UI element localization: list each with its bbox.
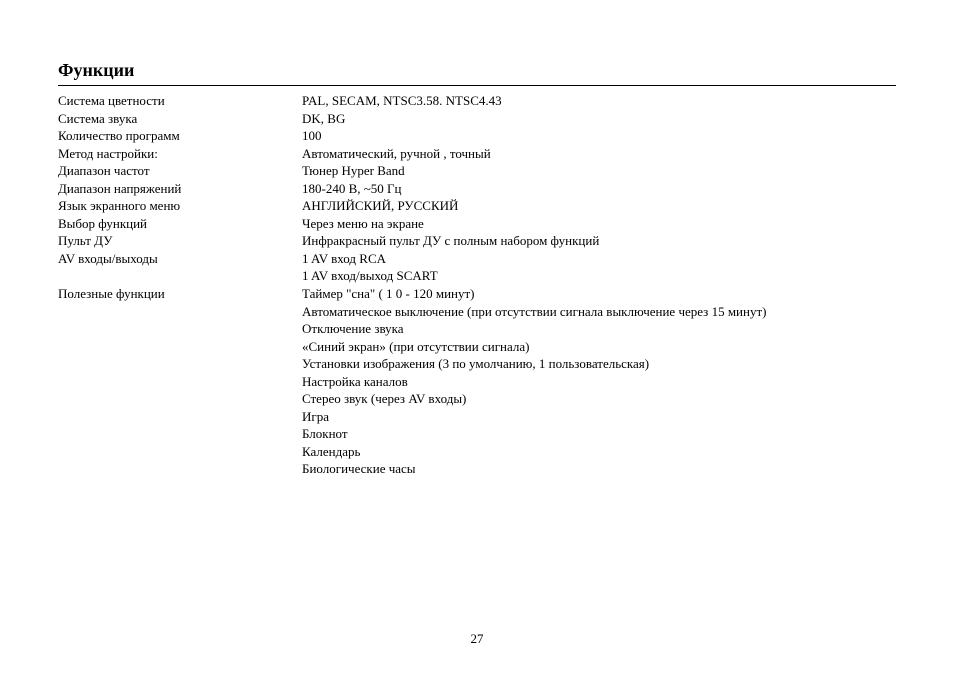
spec-value: Блокнот: [302, 425, 896, 443]
spec-table: Система цветностиPAL, SECAM, NTSC3.58. N…: [58, 92, 896, 478]
spec-row: Стерео звук (через AV входы): [58, 390, 896, 408]
spec-value: Настройка каналов: [302, 373, 896, 391]
spec-row: Биологические часы: [58, 460, 896, 478]
spec-value: Автоматический, ручной , точный: [302, 145, 896, 163]
spec-value: Тюнер Hyper Band: [302, 162, 896, 180]
spec-row: Выбор функцийЧерез меню на экране: [58, 215, 896, 233]
page-content: Функции Система цветностиPAL, SECAM, NTS…: [0, 0, 954, 478]
spec-row: Блокнот: [58, 425, 896, 443]
spec-label: [58, 373, 302, 391]
spec-label: Количество программ: [58, 127, 302, 145]
spec-row: Диапазон напряжений180-240 В, ~50 Гц: [58, 180, 896, 198]
spec-row: Установки изображения (3 по умолчанию, 1…: [58, 355, 896, 373]
spec-value: Автоматическое выключение (при отсутстви…: [302, 303, 896, 321]
spec-label: Язык экранного меню: [58, 197, 302, 215]
spec-label: [58, 267, 302, 285]
spec-row: Отключение звука: [58, 320, 896, 338]
spec-row: Автоматическое выключение (при отсутстви…: [58, 303, 896, 321]
spec-label: Полезные функции: [58, 285, 302, 303]
spec-label: [58, 443, 302, 461]
title-rule: [58, 85, 896, 86]
spec-value: Биологические часы: [302, 460, 896, 478]
spec-label: [58, 303, 302, 321]
spec-row: Календарь: [58, 443, 896, 461]
spec-value: Инфракрасный пульт ДУ с полным набором ф…: [302, 232, 896, 250]
section-title: Функции: [58, 60, 896, 81]
spec-row: Метод настройки:Автоматический, ручной ,…: [58, 145, 896, 163]
spec-value: Игра: [302, 408, 896, 426]
spec-row: Система звукаDK, BG: [58, 110, 896, 128]
spec-row: Система цветностиPAL, SECAM, NTSC3.58. N…: [58, 92, 896, 110]
spec-value: PAL, SECAM, NTSC3.58. NTSC4.43: [302, 92, 896, 110]
spec-row: Игра: [58, 408, 896, 426]
spec-row: Язык экранного менюАНГЛИЙСКИЙ, РУССКИЙ: [58, 197, 896, 215]
spec-value: 180-240 В, ~50 Гц: [302, 180, 896, 198]
spec-label: [58, 425, 302, 443]
spec-value: 1 AV вход/выход SCART: [302, 267, 896, 285]
spec-row: 1 AV вход/выход SCART: [58, 267, 896, 285]
spec-label: Система звука: [58, 110, 302, 128]
spec-row: «Синий экран» (при отсутствии сигнала): [58, 338, 896, 356]
spec-value: Установки изображения (3 по умолчанию, 1…: [302, 355, 896, 373]
spec-label: [58, 320, 302, 338]
spec-value: DK, BG: [302, 110, 896, 128]
spec-value: Стерео звук (через AV входы): [302, 390, 896, 408]
spec-label: Диапазон напряжений: [58, 180, 302, 198]
spec-label: [58, 408, 302, 426]
spec-value: Календарь: [302, 443, 896, 461]
spec-label: [58, 460, 302, 478]
spec-value: 1 AV вход RCA: [302, 250, 896, 268]
spec-row: Полезные функцииТаймер "сна" ( 1 0 - 120…: [58, 285, 896, 303]
spec-value: АНГЛИЙСКИЙ, РУССКИЙ: [302, 197, 896, 215]
spec-label: Диапазон частот: [58, 162, 302, 180]
spec-label: [58, 390, 302, 408]
spec-value: Через меню на экране: [302, 215, 896, 233]
spec-label: Метод настройки:: [58, 145, 302, 163]
spec-value: Отключение звука: [302, 320, 896, 338]
spec-value: Таймер "сна" ( 1 0 - 120 минут): [302, 285, 896, 303]
page-number: 27: [0, 631, 954, 647]
spec-label: [58, 355, 302, 373]
spec-value: «Синий экран» (при отсутствии сигнала): [302, 338, 896, 356]
spec-row: Диапазон частотТюнер Hyper Band: [58, 162, 896, 180]
spec-value: 100: [302, 127, 896, 145]
spec-label: Выбор функций: [58, 215, 302, 233]
spec-label: Пульт ДУ: [58, 232, 302, 250]
spec-row: Настройка каналов: [58, 373, 896, 391]
spec-label: AV входы/выходы: [58, 250, 302, 268]
spec-row: Пульт ДУИнфракрасный пульт ДУ с полным н…: [58, 232, 896, 250]
spec-label: Система цветности: [58, 92, 302, 110]
spec-row: Количество программ100: [58, 127, 896, 145]
spec-label: [58, 338, 302, 356]
spec-row: AV входы/выходы1 AV вход RCA: [58, 250, 896, 268]
